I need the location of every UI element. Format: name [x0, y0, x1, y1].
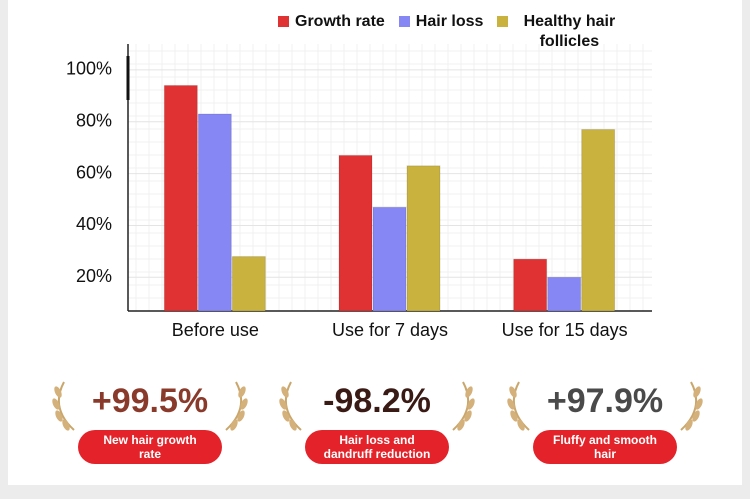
- laurel-leaf: [289, 419, 297, 431]
- laurel: [52, 381, 248, 431]
- bar: [372, 206, 407, 312]
- y-tick-label: 20%: [76, 266, 112, 286]
- laurel-leaf: [509, 386, 517, 398]
- bar: [338, 154, 373, 312]
- badge-label: Fluffy and smooth hair: [533, 430, 677, 464]
- bar: [163, 84, 198, 312]
- legend-label: Hair loss: [415, 13, 484, 30]
- chart: 20% 40% 60% 80% 100% Before use Use for 7 days…: [66, 44, 652, 340]
- x-tick-label: Use for 15 days: [502, 320, 628, 340]
- laurel: [507, 381, 703, 431]
- y-tick-label: 100%: [66, 59, 112, 79]
- laurel-leaf: [54, 386, 62, 398]
- legend-item: Hair loss: [398, 12, 484, 52]
- bar: [197, 113, 232, 312]
- legend-item: Healthy hair follicles: [497, 12, 624, 52]
- badge-value: +99.5%: [91, 382, 209, 420]
- x-tick-label: Use for 7 days: [332, 320, 448, 340]
- bar: [513, 258, 548, 312]
- x-tick-label: Before use: [172, 320, 259, 340]
- laurel-leaf: [282, 410, 290, 422]
- laurel-leaf: [685, 419, 693, 431]
- legend-swatch: [278, 16, 289, 27]
- y-tick-label: 40%: [76, 214, 112, 234]
- y-tick-label: 60%: [76, 162, 112, 182]
- bar: [406, 165, 441, 312]
- laurel-leaf: [62, 419, 70, 431]
- laurel-leaf: [240, 398, 248, 410]
- y-tick-label: 80%: [76, 111, 112, 131]
- legend-label: Growth rate: [295, 13, 385, 30]
- laurel-leaf: [238, 386, 246, 398]
- badge: -98.2% Hair loss and dandruff reduction: [277, 378, 477, 468]
- laurel-leaf: [510, 410, 518, 422]
- laurel-leaf: [464, 410, 472, 422]
- laurel-leaf: [281, 386, 289, 398]
- laurel-leaf: [237, 410, 245, 422]
- laurel-leaf: [467, 398, 475, 410]
- badge-label: New hair growth rate: [78, 430, 222, 464]
- laurel-leaf: [695, 398, 703, 410]
- laurel-leaf: [55, 410, 63, 422]
- legend-label: Healthy hair follicles: [523, 13, 616, 50]
- badge-value: +97.9%: [546, 382, 664, 420]
- laurel-leaf: [693, 386, 701, 398]
- laurel-leaf: [692, 410, 700, 422]
- laurel-leaf: [52, 398, 60, 410]
- badge: +99.5% New hair growth rate: [50, 378, 250, 468]
- laurel-leaf: [465, 386, 473, 398]
- badge: +97.9% Fluffy and smooth hair: [505, 378, 705, 468]
- legend-swatch: [398, 16, 410, 27]
- laurel-leaf: [517, 419, 525, 431]
- laurel-leaf: [279, 398, 287, 410]
- badge-label: Hair loss and dandruff reduction: [305, 430, 449, 464]
- badge-value: -98.2%: [323, 382, 431, 420]
- bar: [547, 276, 582, 312]
- laurel: [279, 381, 475, 431]
- laurel-leaf: [507, 398, 515, 410]
- bar: [231, 256, 266, 312]
- legend-swatch: [497, 16, 509, 27]
- legend: Growth rate Hair loss Healthy hair follicl…: [278, 12, 624, 52]
- legend-item: Growth rate: [278, 12, 385, 52]
- bar: [581, 129, 616, 312]
- laurel-leaf: [230, 419, 238, 431]
- laurel-leaf: [457, 419, 465, 431]
